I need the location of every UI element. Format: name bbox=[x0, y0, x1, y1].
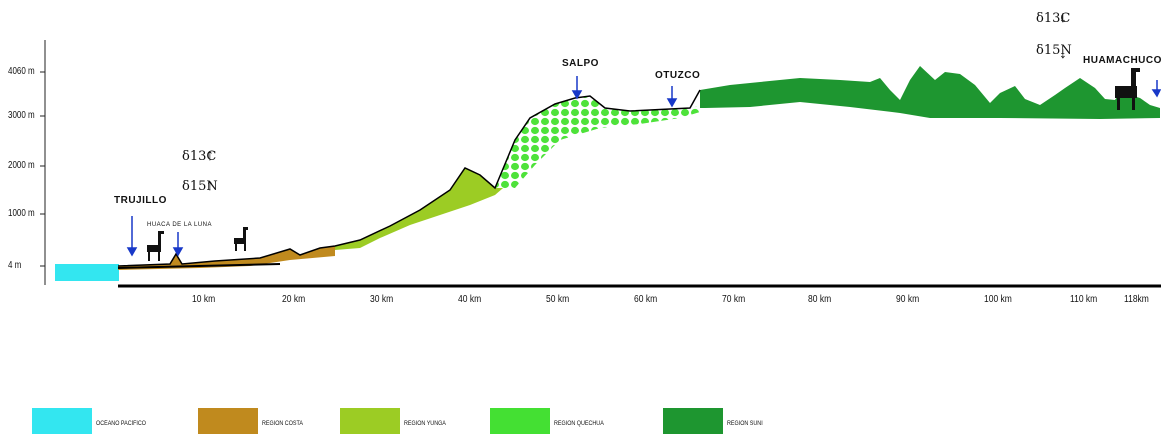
y-tick-label: 4 m bbox=[8, 260, 22, 271]
llama-icon bbox=[234, 227, 248, 251]
x-tick-label: 100 km bbox=[984, 294, 1012, 305]
llama-icon bbox=[1115, 68, 1140, 110]
isotope-nitrogen-label: δ15N bbox=[182, 179, 218, 194]
legend-item-quechua: REGIÓN QUECHUA bbox=[490, 408, 660, 434]
legend-swatch bbox=[32, 408, 92, 434]
y-tick-label: 2000 m bbox=[8, 160, 35, 171]
legend-label: REGIÓN YUNGA bbox=[404, 421, 446, 427]
x-tick-label: 90 km bbox=[896, 294, 920, 305]
place-label-trujillo: TRUJILLO bbox=[114, 195, 167, 206]
up-arrow-icon: ↑ bbox=[206, 177, 214, 194]
y-tick-label: 1000 m bbox=[8, 208, 35, 219]
x-tick-label: 60 km bbox=[634, 294, 658, 305]
legend-label: OCÉANO PACÍFICO bbox=[96, 421, 147, 427]
legend-label: REGIÓN COSTA bbox=[262, 421, 304, 427]
isotope-nitrogen-label: δ15N bbox=[1036, 43, 1072, 58]
x-tick-label: 80 km bbox=[808, 294, 832, 305]
down-arrow-icon: ↓ bbox=[1059, 9, 1067, 26]
place-label-huamachuco: HUAMACHUCO bbox=[1083, 55, 1161, 66]
arrow-salpo-head bbox=[571, 90, 583, 100]
up-arrow-icon: ↑ bbox=[206, 147, 214, 164]
legend-item-yunga: REGIÓN YUNGA bbox=[340, 408, 490, 434]
place-label-salpo: SALPO bbox=[562, 58, 599, 69]
x-tick-label: 20 km bbox=[282, 294, 306, 305]
x-tick-label: 40 km bbox=[458, 294, 482, 305]
profile-outline bbox=[117, 89, 701, 267]
arrow-trujillo-head bbox=[126, 247, 138, 257]
x-tick-label: 118km bbox=[1124, 294, 1149, 305]
x-tick-label: 70 km bbox=[722, 294, 746, 305]
isotope-carbon-label: δ13C bbox=[1036, 11, 1071, 26]
x-tick-label: 30 km bbox=[370, 294, 394, 305]
x-tick-label: 110 km bbox=[1070, 294, 1098, 305]
legend-swatch bbox=[490, 408, 550, 434]
ocean-area bbox=[55, 264, 119, 281]
suni-area bbox=[700, 66, 1160, 119]
y-tick-label: 3000 m bbox=[8, 110, 35, 121]
isotope-carbon-label: δ13C bbox=[182, 149, 217, 164]
place-label-otuzco: OTUZCO bbox=[655, 70, 701, 81]
legend-swatch bbox=[340, 408, 400, 434]
legend-item-ocean: OCÉANO PACÍFICO bbox=[32, 408, 202, 434]
legend-label: REGIÓN SUNI bbox=[727, 421, 763, 427]
legend-label: REGIÓN QUECHUA bbox=[554, 421, 604, 427]
legend-item-coast: REGIÓN COSTA bbox=[198, 408, 348, 434]
arrow-huaca-head bbox=[172, 247, 184, 257]
down-arrow-icon: ↓ bbox=[1059, 45, 1067, 62]
place-label-huaca: HUACA DE LA LUNA bbox=[147, 222, 213, 228]
x-tick-label: 50 km bbox=[546, 294, 570, 305]
llama-icon bbox=[147, 231, 164, 261]
arrow-huamachuco-head bbox=[1151, 89, 1161, 98]
arrow-otuzco-head bbox=[666, 98, 678, 108]
legend-swatch bbox=[198, 408, 258, 434]
profile-baseline bbox=[117, 263, 281, 269]
y-tick-label: 4060 m bbox=[8, 66, 35, 77]
x-tick-label: 10 km bbox=[192, 294, 216, 305]
legend-item-suni: REGIÓN SUNI bbox=[663, 408, 813, 434]
legend-swatch bbox=[663, 408, 723, 434]
quechua-area bbox=[495, 96, 700, 188]
